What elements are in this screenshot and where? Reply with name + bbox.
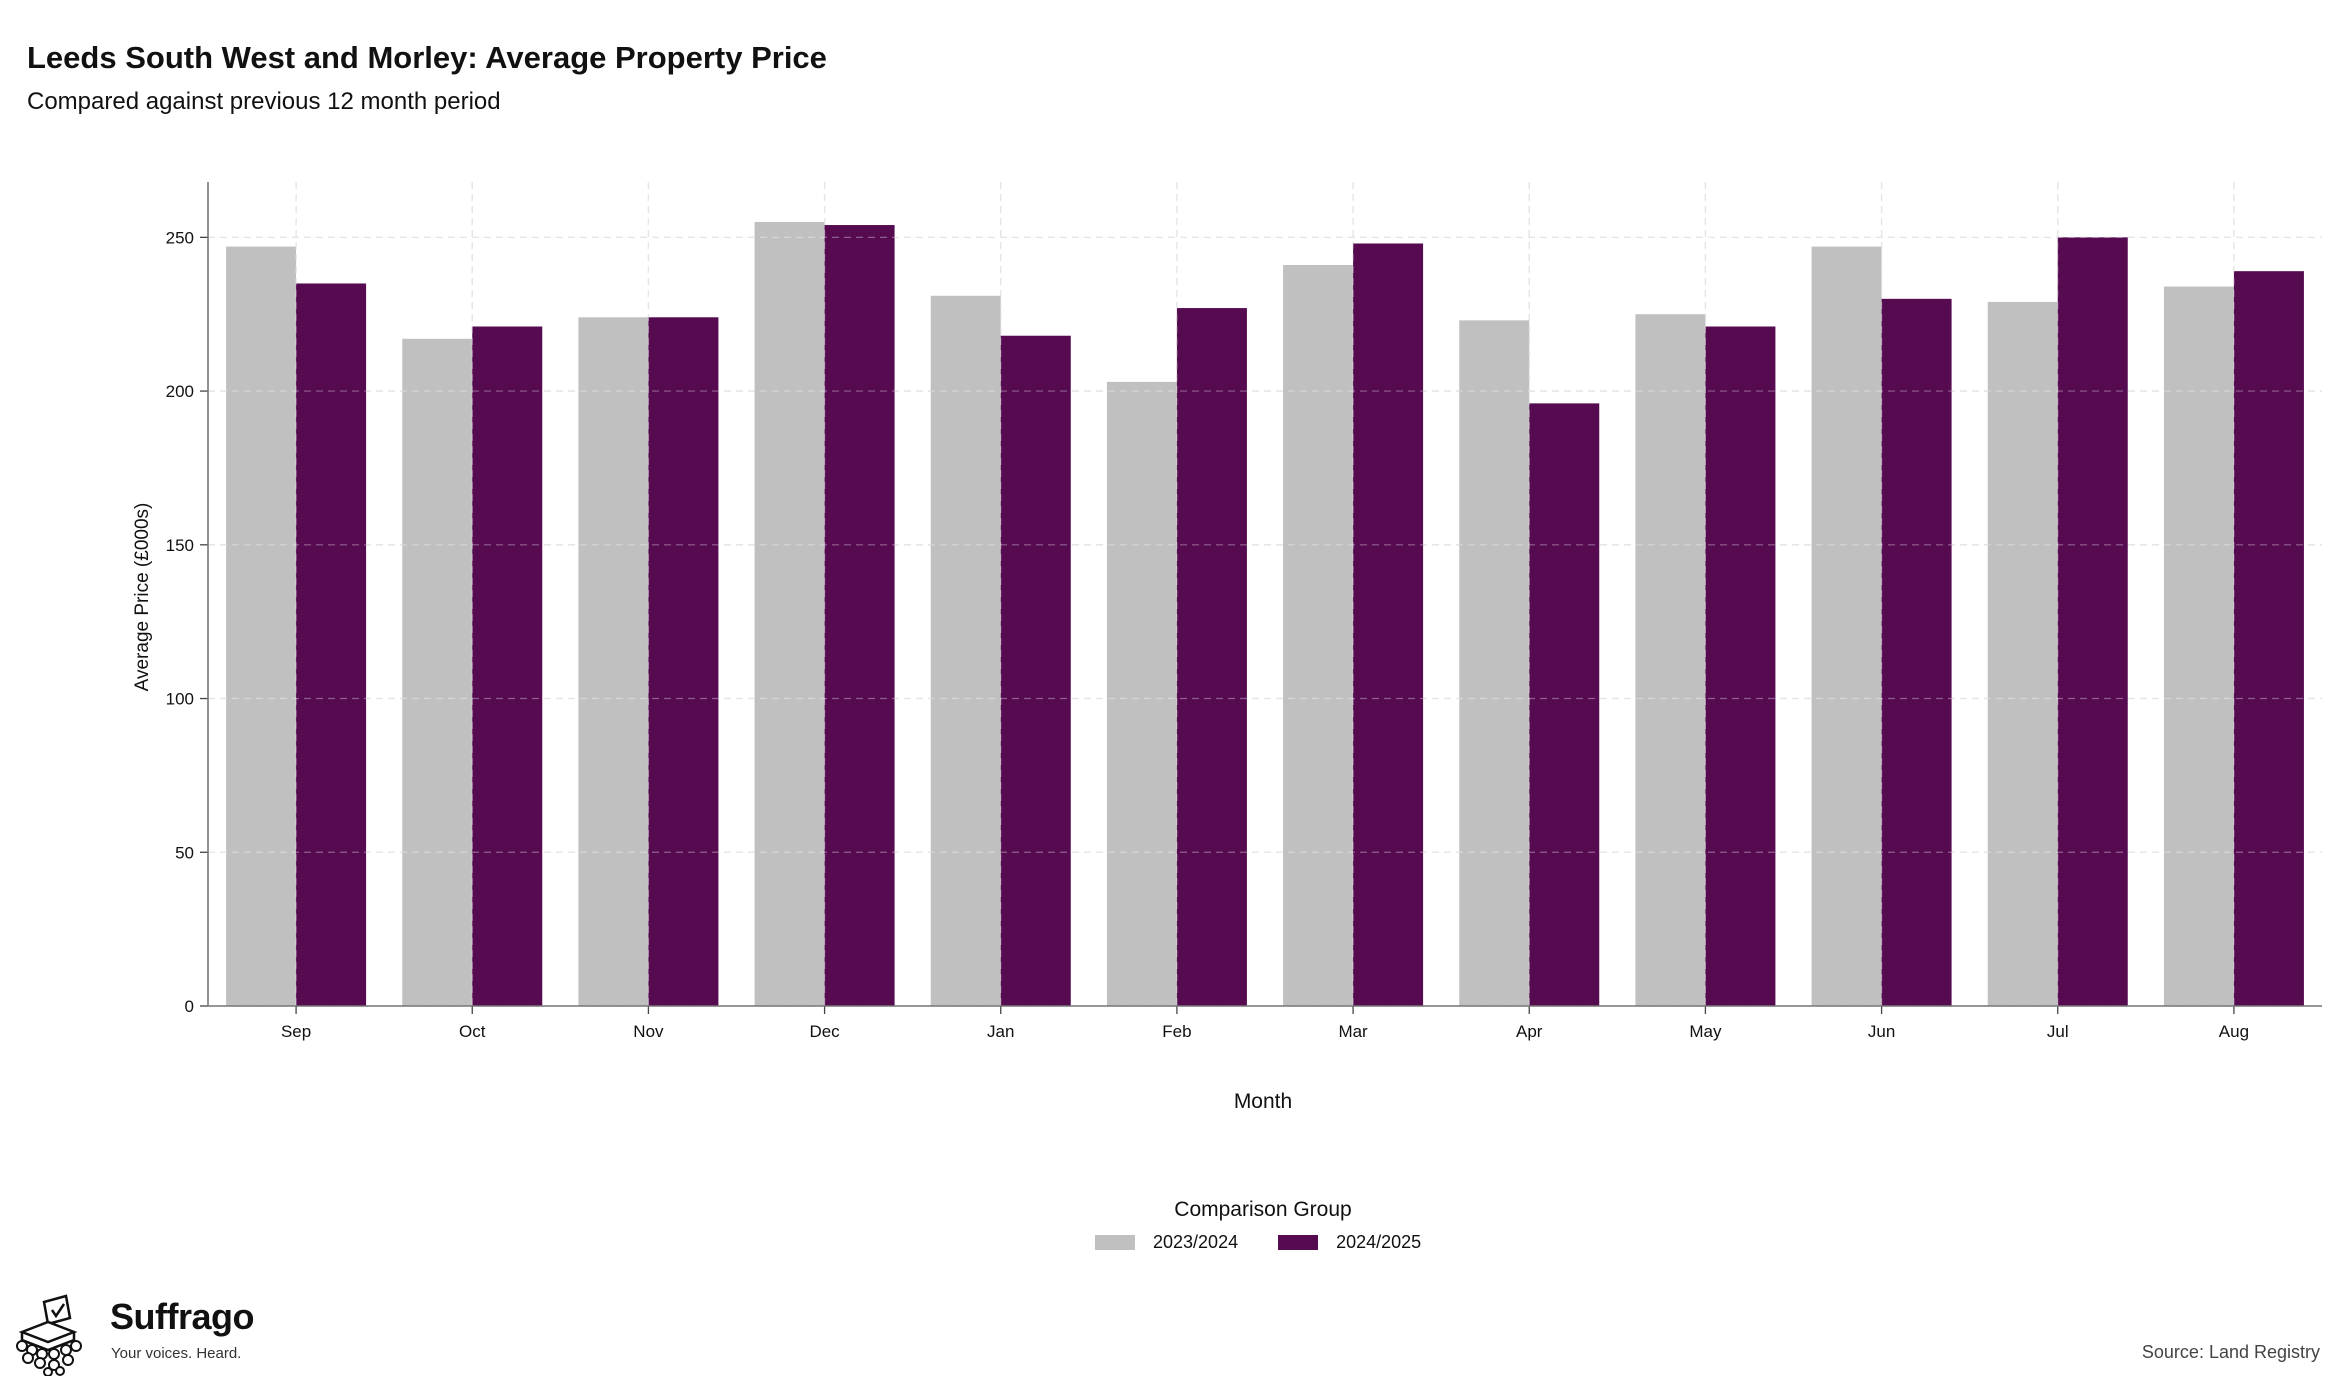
y-tick-label-0: 0 (185, 997, 194, 1016)
x-tick-label-sep: Sep (281, 1022, 311, 1041)
ballot-box-icon (16, 1294, 82, 1376)
bar-nov-2024-2025 (648, 317, 719, 1006)
x-tick-label-jun: Jun (1868, 1022, 1895, 1041)
x-tick-label-nov: Nov (633, 1022, 664, 1041)
chart-plot: 0 50 100 150 200 250 Sep Oct Nov Dec Jan Feb Mar Apr M… (132, 182, 2322, 1113)
x-tick-label-jan: Jan (987, 1022, 1014, 1041)
legend-item-2023-2024: 2023/2024 (1095, 1232, 1238, 1253)
bar-feb-2023-2024 (1106, 381, 1177, 1007)
bar-feb-2024-2025 (1176, 308, 1247, 1006)
x-tick-label-oct: Oct (459, 1022, 486, 1041)
bars (208, 182, 2322, 1007)
x-tick-label-dec: Dec (809, 1022, 840, 1041)
brand-tagline: Your voices. Heard. (111, 1345, 242, 1362)
y-tick-label-250: 250 (166, 228, 194, 247)
bar-may-2023-2024 (1635, 314, 1706, 1006)
y-tick-label-50: 50 (175, 843, 194, 862)
bar-jan-2023-2024 (930, 295, 1001, 1006)
bar-sep-2023-2024 (226, 246, 297, 1007)
legend-swatch-2023-2024 (1095, 1235, 1135, 1250)
source-note: Source: Land Registry (2141, 1342, 2320, 1362)
bar-jul-2023-2024 (1987, 301, 2058, 1006)
bar-aug-2023-2024 (2163, 286, 2234, 1006)
bar-jul-2024-2025 (2057, 237, 2128, 1007)
x-tick-label-feb: Feb (1162, 1022, 1191, 1041)
y-tick-label-200: 200 (166, 382, 194, 401)
chart-subtitle: Compared against previous 12 month perio… (27, 88, 501, 115)
brand-name: Suffrago (110, 1296, 255, 1337)
y-axis-label: Average Price (£000s) (132, 503, 153, 692)
x-tick-label-mar: Mar (1338, 1022, 1368, 1041)
bar-mar-2023-2024 (1283, 265, 1354, 1007)
y-tick-label-100: 100 (166, 690, 194, 709)
legend-swatch-2024-2025 (1278, 1235, 1319, 1250)
x-axis-label: Month (1234, 1090, 1292, 1113)
x-tick-label-jul: Jul (2047, 1022, 2069, 1041)
bar-oct-2023-2024 (402, 338, 473, 1006)
legend-title: Comparison Group (1174, 1198, 1352, 1221)
legend: 2023/2024 2024/2025 (1095, 1232, 1461, 1253)
bar-apr-2024-2025 (1529, 403, 1600, 1006)
bar-may-2024-2025 (1705, 326, 1776, 1007)
legend-label-2023-2024: 2023/2024 (1153, 1232, 1239, 1252)
bar-sep-2024-2025 (296, 283, 367, 1007)
bar-aug-2024-2025 (2233, 271, 2304, 1006)
bar-nov-2023-2024 (578, 317, 649, 1006)
axes: 0 50 100 150 200 250 Sep Oct Nov Dec Jan Feb Mar Apr M… (166, 182, 2322, 1041)
bar-jun-2024-2025 (1881, 298, 1952, 1006)
bar-oct-2024-2025 (472, 326, 543, 1007)
bar-dec-2023-2024 (754, 221, 825, 1006)
bar-apr-2023-2024 (1459, 320, 1530, 1006)
x-tick-label-may: May (1689, 1022, 1722, 1041)
chart-title: Leeds South West and Morley: Average Pro… (27, 40, 827, 75)
legend-label-2024-2025: 2024/2025 (1336, 1232, 1422, 1252)
bar-mar-2024-2025 (1353, 243, 1424, 1006)
y-tick-label-150: 150 (166, 536, 194, 555)
legend-item-2024-2025: 2024/2025 (1278, 1232, 1421, 1253)
bar-jun-2023-2024 (1811, 246, 1882, 1007)
x-tick-label-apr: Apr (1516, 1022, 1543, 1041)
x-tick-label-aug: Aug (2219, 1022, 2249, 1041)
bar-jan-2024-2025 (1000, 335, 1071, 1007)
bar-dec-2024-2025 (824, 225, 895, 1006)
